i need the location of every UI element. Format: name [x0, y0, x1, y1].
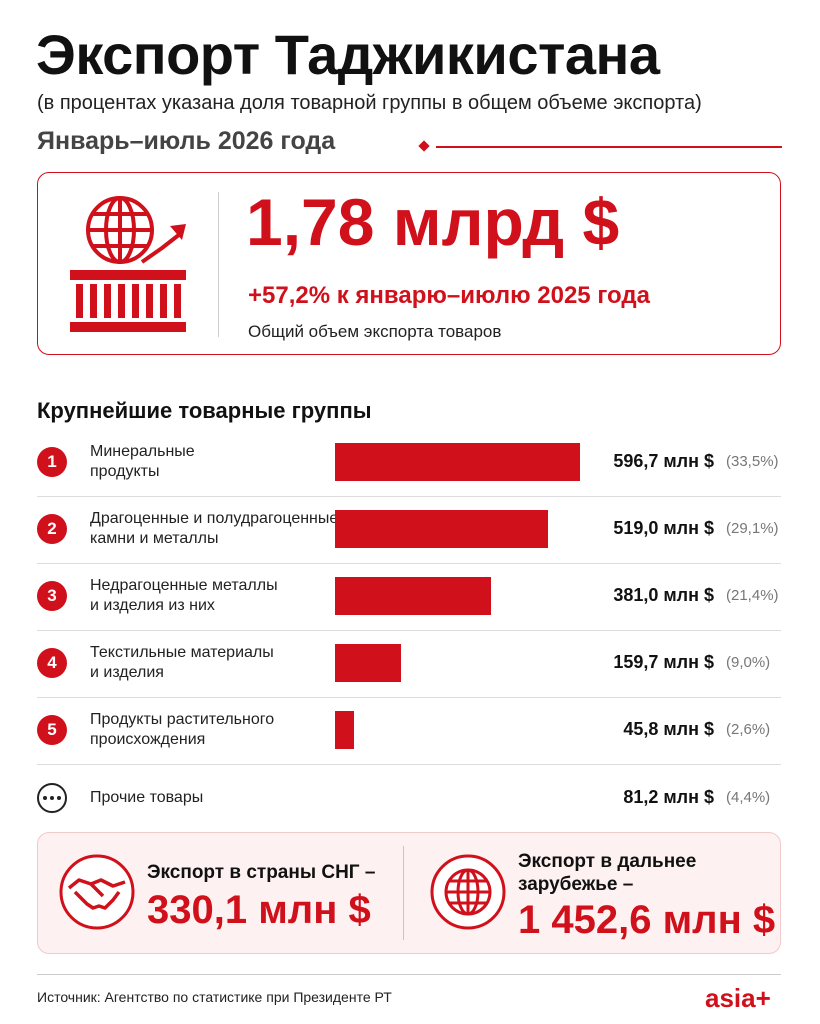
logo: asia+ — [705, 983, 771, 1013]
far-label: Экспорт в дальнее зарубежье – — [518, 851, 697, 895]
bar — [335, 711, 354, 749]
rank-badge: 4 — [37, 648, 67, 678]
category-label: Продукты растительного происхождения — [90, 711, 275, 748]
share-label: (33,5%) — [726, 453, 779, 470]
handshake-icon — [59, 854, 135, 930]
value-label: 45,8 млн $ — [623, 719, 714, 739]
title: Экспорт Таджикистана — [36, 23, 660, 86]
cis-label: Экспорт в страны СНГ – — [147, 862, 376, 883]
dot — [43, 796, 47, 800]
summary-box — [37, 172, 781, 355]
separator — [37, 764, 781, 765]
caption: Общий объем экспорта товаров — [248, 322, 502, 341]
share-label: (2,6%) — [726, 721, 771, 738]
value-label: 159,7 млн $ — [613, 652, 714, 672]
category-label: Недрагоценные металлы и изделия из них — [90, 577, 278, 614]
bar — [335, 443, 580, 481]
other-icon — [37, 783, 67, 813]
category-label: Прочие товары — [90, 789, 204, 806]
category-label: Текстильные материалы и изделия — [90, 644, 274, 681]
share-label: (4,4%) — [726, 789, 771, 806]
dot — [57, 796, 61, 800]
period: Январь–июль 2026 года — [37, 127, 336, 155]
bar — [335, 644, 401, 682]
category-label: Минеральные продукты — [90, 443, 195, 480]
share-label: (9,0%) — [726, 654, 771, 671]
separator — [37, 563, 781, 564]
rank-badge: 3 — [37, 581, 67, 611]
subtitle: (в процентах указана доля товарной групп… — [37, 92, 702, 114]
value-label: 519,0 млн $ — [613, 518, 714, 538]
far-value: 1 452,6 млн $ — [518, 898, 776, 942]
bar — [335, 577, 492, 615]
category-label: Драгоценные и полудрагоценные камни и ме… — [90, 510, 339, 547]
divider — [218, 192, 219, 337]
rank-badge: 2 — [37, 514, 67, 544]
export-icon — [70, 196, 186, 332]
globe-icon — [430, 854, 506, 930]
value-label: 81,2 млн $ — [623, 787, 714, 807]
dot — [50, 796, 54, 800]
rank-badge: 1 — [37, 447, 67, 477]
bar — [335, 510, 549, 548]
source: Источник: Агентство по статистике при Пр… — [37, 989, 392, 1005]
divider — [37, 974, 781, 975]
rank-badge: 5 — [37, 715, 67, 745]
total-value: 1,78 млрд $ — [246, 185, 620, 259]
value-label: 596,7 млн $ — [613, 451, 714, 471]
share-label: (29,1%) — [726, 520, 779, 537]
separator — [37, 630, 781, 631]
destinations-box — [37, 832, 781, 954]
cis-value: 330,1 млн $ — [147, 888, 371, 932]
diamond — [418, 140, 430, 152]
section-title: Крупнейшие товарные группы — [37, 398, 372, 423]
separator — [37, 697, 781, 698]
value-label: 381,0 млн $ — [613, 585, 714, 605]
divider — [403, 846, 404, 940]
divider — [436, 146, 782, 148]
growth: +57,2% к январю–июлю 2025 года — [248, 282, 650, 309]
separator — [37, 496, 781, 497]
share-label: (21,4%) — [726, 587, 779, 604]
